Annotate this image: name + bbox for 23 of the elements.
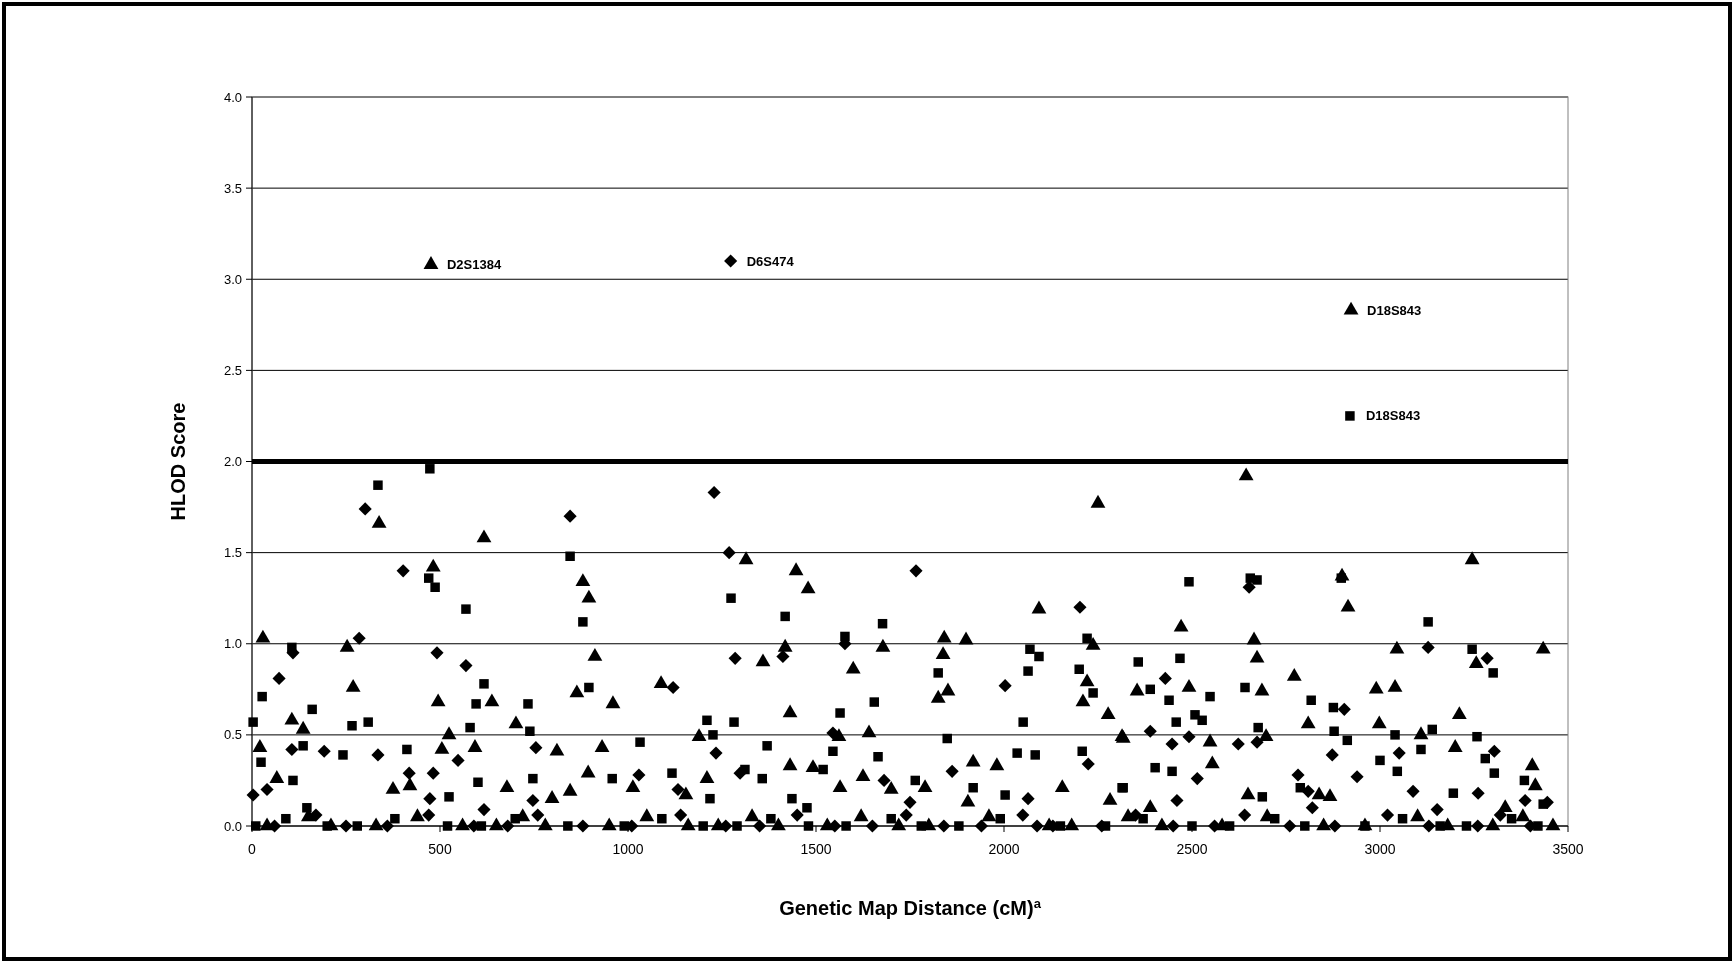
y-tick-label: 0.0 — [223, 818, 242, 834]
x-axis-title: Genetic Map Distance (cM)$^{a}$ — [779, 895, 1042, 919]
y-tick-label: 1.0 — [223, 636, 242, 652]
x-tick-label: 500 — [428, 841, 452, 857]
x-tick-label: 1000 — [612, 841, 644, 857]
y-tick-label: 2.5 — [223, 362, 242, 378]
y-tick-label: 1.5 — [223, 545, 242, 561]
x-tick-label: 3500 — [1552, 841, 1584, 857]
y-axis-title: HLOD Score — [167, 402, 189, 521]
x-tick-label: 3000 — [1364, 841, 1396, 857]
x-tick-label: 0 — [248, 841, 257, 857]
y-tick-label: 3.5 — [223, 180, 242, 196]
annotation: D18S843 — [1365, 408, 1421, 424]
y-tick-label: 2.0 — [223, 454, 242, 470]
x-tick-label: 2000 — [988, 841, 1020, 857]
y-tick-label: 3.0 — [223, 271, 242, 287]
annotation: D6S474 — [746, 253, 795, 269]
x-tick-label: 1500 — [800, 841, 832, 857]
y-tick-label: 0.5 — [223, 727, 242, 743]
annotation: D18S843 — [1367, 302, 1422, 318]
annotation: D2S1384 — [446, 257, 502, 273]
x-tick-label: 2500 — [1176, 841, 1208, 857]
y-tick-label: 4.0 — [223, 89, 242, 105]
